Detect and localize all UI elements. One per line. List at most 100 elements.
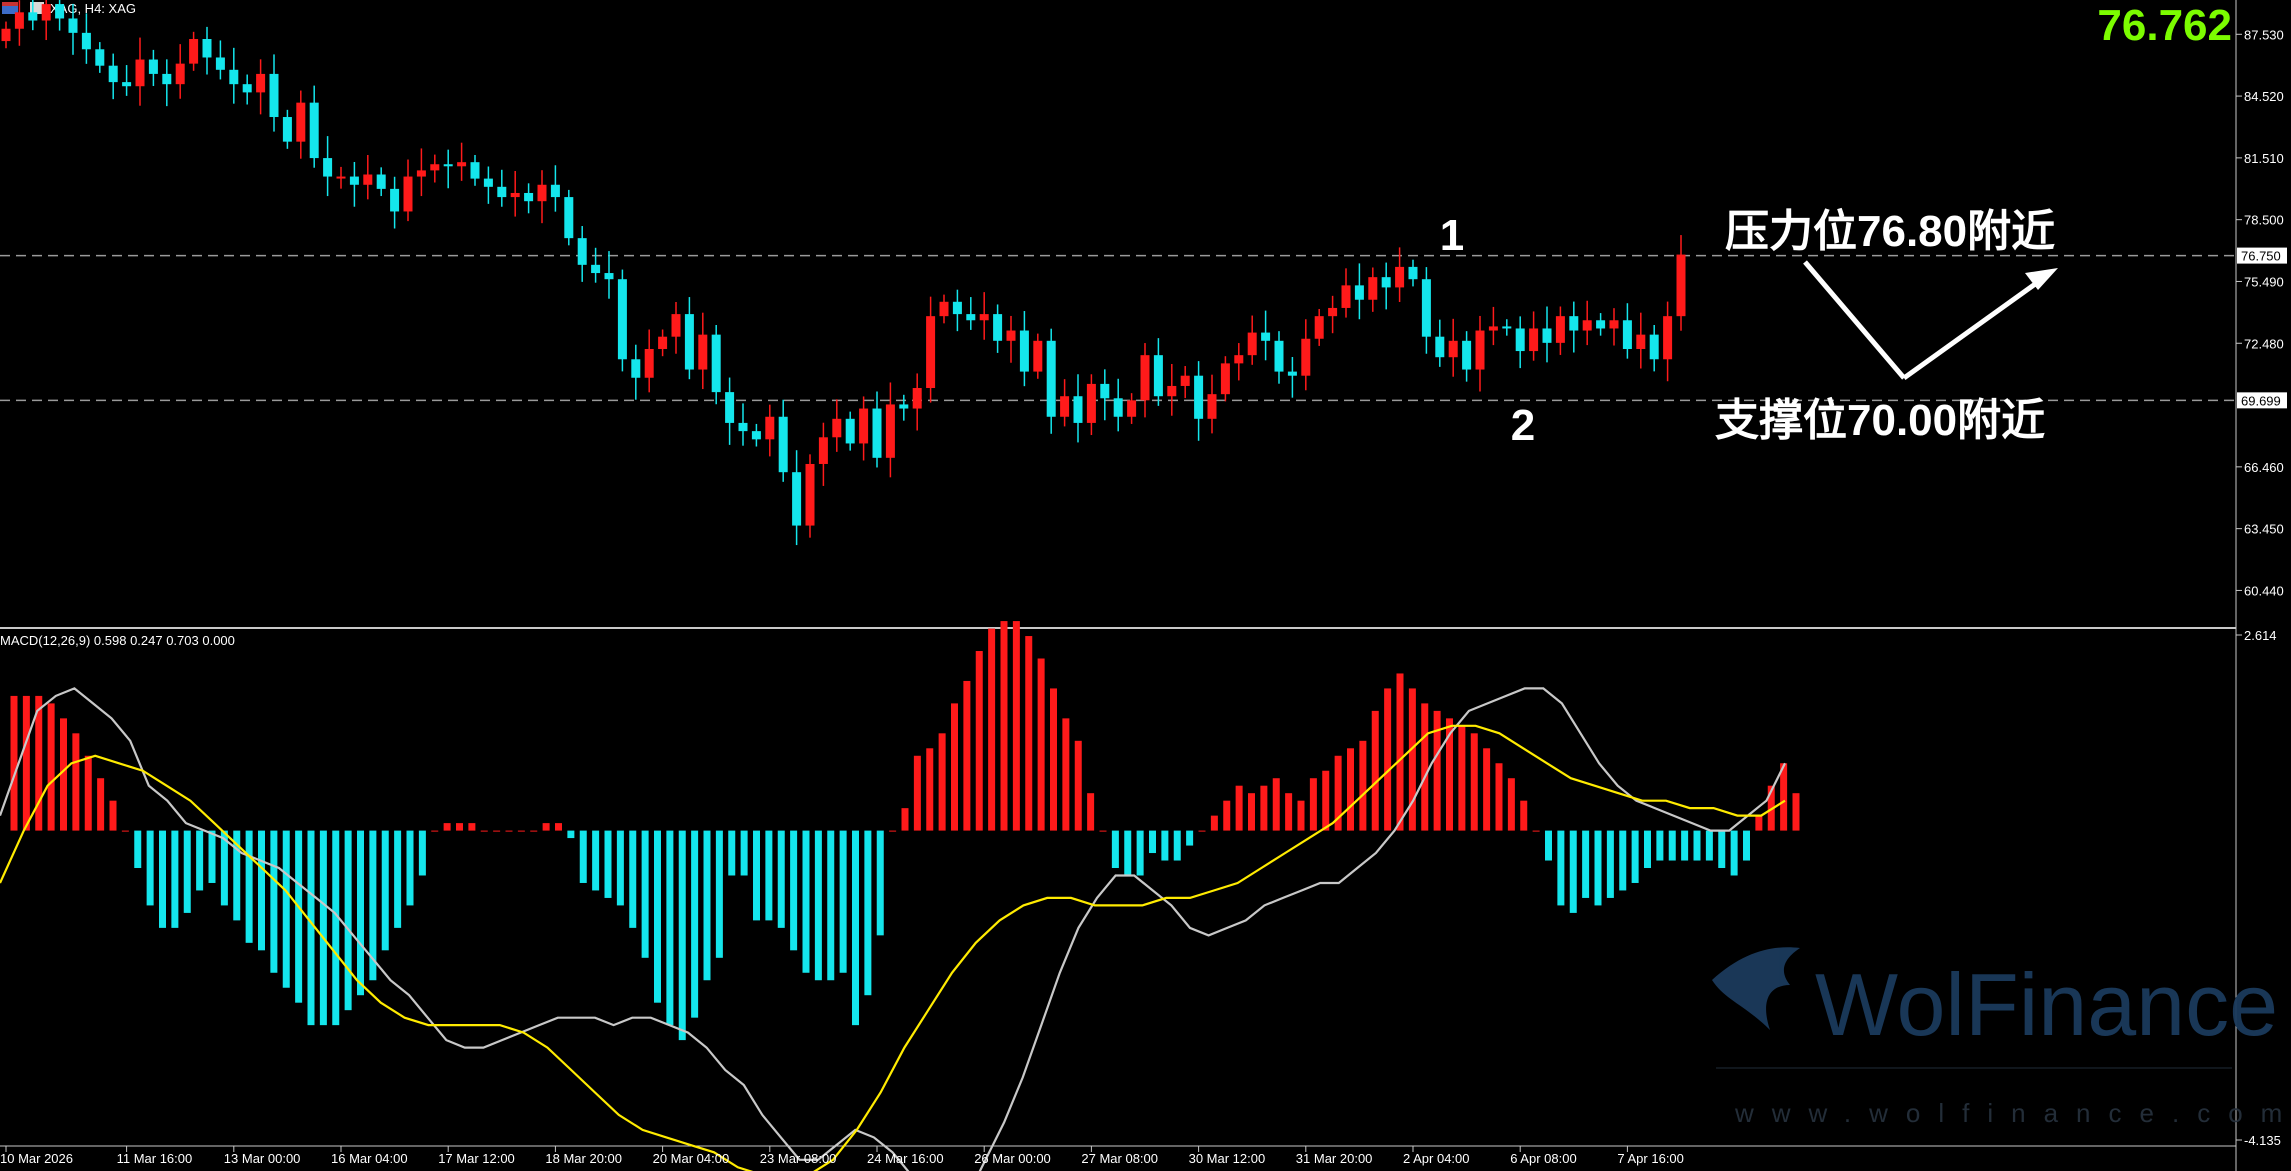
candle-bear	[751, 431, 761, 440]
price-tick-label: 84.520	[2244, 89, 2284, 104]
macd-histogram-bar	[1458, 725, 1466, 831]
candle-bear	[966, 314, 976, 321]
macd-histogram-bar	[753, 830, 760, 921]
watermark: WolFinance www.wolfinance.com	[1712, 947, 2291, 1128]
candle-bull	[1247, 332, 1257, 356]
time-tick-label: 18 Mar 20:00	[545, 1151, 622, 1166]
candle-bear	[993, 314, 1003, 341]
macd-histogram-bar	[790, 830, 798, 951]
macd-histogram-bar	[146, 830, 154, 906]
macd-histogram-bar	[196, 830, 204, 891]
candle-bull	[658, 336, 668, 350]
signal-line	[0, 724, 1786, 1171]
watermark-brand: WolFinance	[1815, 955, 2278, 1054]
time-tick-label: 24 Mar 16:00	[867, 1151, 944, 1166]
time-tick-label: 11 Mar 16:00	[117, 1151, 193, 1166]
candle-bull	[296, 102, 306, 142]
time-tick-label: 27 Mar 08:00	[1081, 1151, 1158, 1166]
macd-histogram-bar	[1297, 800, 1305, 831]
candle-bear	[229, 69, 239, 85]
macd-histogram-bar	[493, 830, 501, 832]
candle-bull	[1060, 396, 1070, 417]
macd-histogram-bar	[889, 830, 897, 832]
candle-bear	[483, 178, 493, 187]
macd-histogram-bar	[1087, 793, 1095, 831]
macd-histogram-bar	[1384, 688, 1392, 831]
macd-histogram-bar	[10, 695, 18, 831]
candle-bear	[1435, 336, 1445, 358]
macd-histogram-bar	[456, 823, 463, 831]
macd-histogram-bar	[468, 823, 476, 831]
macd-histogram-bar	[134, 830, 142, 869]
candle-bear	[269, 73, 279, 118]
macd-histogram-bar	[183, 830, 191, 913]
candle-bull	[1395, 266, 1405, 288]
candle-bear	[376, 174, 386, 189]
macd-histogram-bar	[1433, 710, 1441, 831]
macd-histogram-bar	[1371, 710, 1379, 831]
candle-bear	[242, 84, 252, 93]
macd-histogram-bar	[220, 830, 228, 906]
macd-histogram-bar	[72, 733, 80, 831]
candle-bull	[135, 59, 145, 87]
macd-histogram-bar	[1309, 778, 1317, 831]
candle-bull	[1180, 375, 1190, 386]
macd-histogram-bar	[1681, 830, 1689, 861]
candle-bear	[215, 57, 225, 70]
macd-histogram-bar	[1000, 621, 1008, 831]
macd-histogram-bar	[530, 830, 538, 832]
macd-histogram-bar	[852, 830, 859, 1026]
macd-histogram-bar	[1285, 793, 1293, 831]
candle-bear	[1462, 340, 1472, 370]
candle-bull	[818, 437, 828, 464]
candle-bull	[1636, 334, 1646, 350]
time-tick-label: 6 Apr 08:00	[1510, 1151, 1577, 1166]
candle-bear	[108, 65, 118, 83]
macd-histogram-bar	[517, 830, 525, 832]
candle-bull	[175, 63, 185, 85]
price-tick-label: 75.490	[2244, 274, 2284, 289]
macd-histogram-bar	[765, 830, 773, 921]
macd-histogram-bar	[629, 830, 637, 928]
watermark-url: www.wolfinance.com	[1734, 1098, 2291, 1128]
macd-histogram-bar	[1124, 830, 1132, 876]
down-arrow-line	[1803, 260, 1906, 380]
macd-histogram-bar	[1507, 778, 1515, 831]
candle-bull	[832, 418, 842, 438]
time-tick-label: 7 Apr 16:00	[1617, 1151, 1684, 1166]
macd-histogram-bar	[926, 748, 934, 831]
macd-histogram-bar	[1495, 763, 1503, 831]
macd-histogram-bar	[567, 830, 575, 839]
time-tick-label: 23 Mar 08:00	[760, 1151, 837, 1166]
time-tick-label: 17 Mar 12:00	[438, 1151, 515, 1166]
macd-histogram-bar	[47, 703, 55, 831]
macd-histogram-bar	[35, 695, 43, 831]
macd-histogram-bar	[1111, 830, 1119, 869]
macd-histogram-bar	[1062, 718, 1070, 831]
macd-histogram-bar	[740, 830, 748, 876]
macd-histogram-bar	[1594, 830, 1602, 906]
candle-bear	[1113, 398, 1123, 417]
macd-tick-label: -4.135	[2244, 1133, 2281, 1148]
candle-bear	[55, 4, 65, 19]
macd-histogram-bar	[84, 755, 92, 831]
macd-histogram-bar	[121, 830, 129, 832]
macd-histogram-bar	[1248, 793, 1255, 831]
macd-histogram-bar	[802, 830, 810, 973]
macd-histogram-bar	[1780, 763, 1788, 831]
candle-bull	[457, 162, 467, 167]
candle-bull	[1167, 385, 1177, 397]
macd-histogram-bar	[97, 778, 105, 831]
macd-histogram-bar	[864, 830, 872, 996]
macd-histogram-bar	[344, 830, 352, 1011]
macd-histogram-bar	[1210, 815, 1218, 831]
candle-bear	[323, 158, 333, 177]
macd-histogram-bar	[282, 830, 290, 988]
candle-bull	[805, 463, 815, 526]
wolf-logo-icon	[1712, 947, 1800, 1030]
level-tag-label-resistance: 76.750	[2241, 249, 2281, 264]
macd-tick-label: 2.614	[2244, 628, 2277, 643]
current-price: 76.762	[2097, 1, 2232, 50]
macd-histogram-bar	[728, 830, 736, 876]
candle-bull	[1475, 330, 1485, 370]
